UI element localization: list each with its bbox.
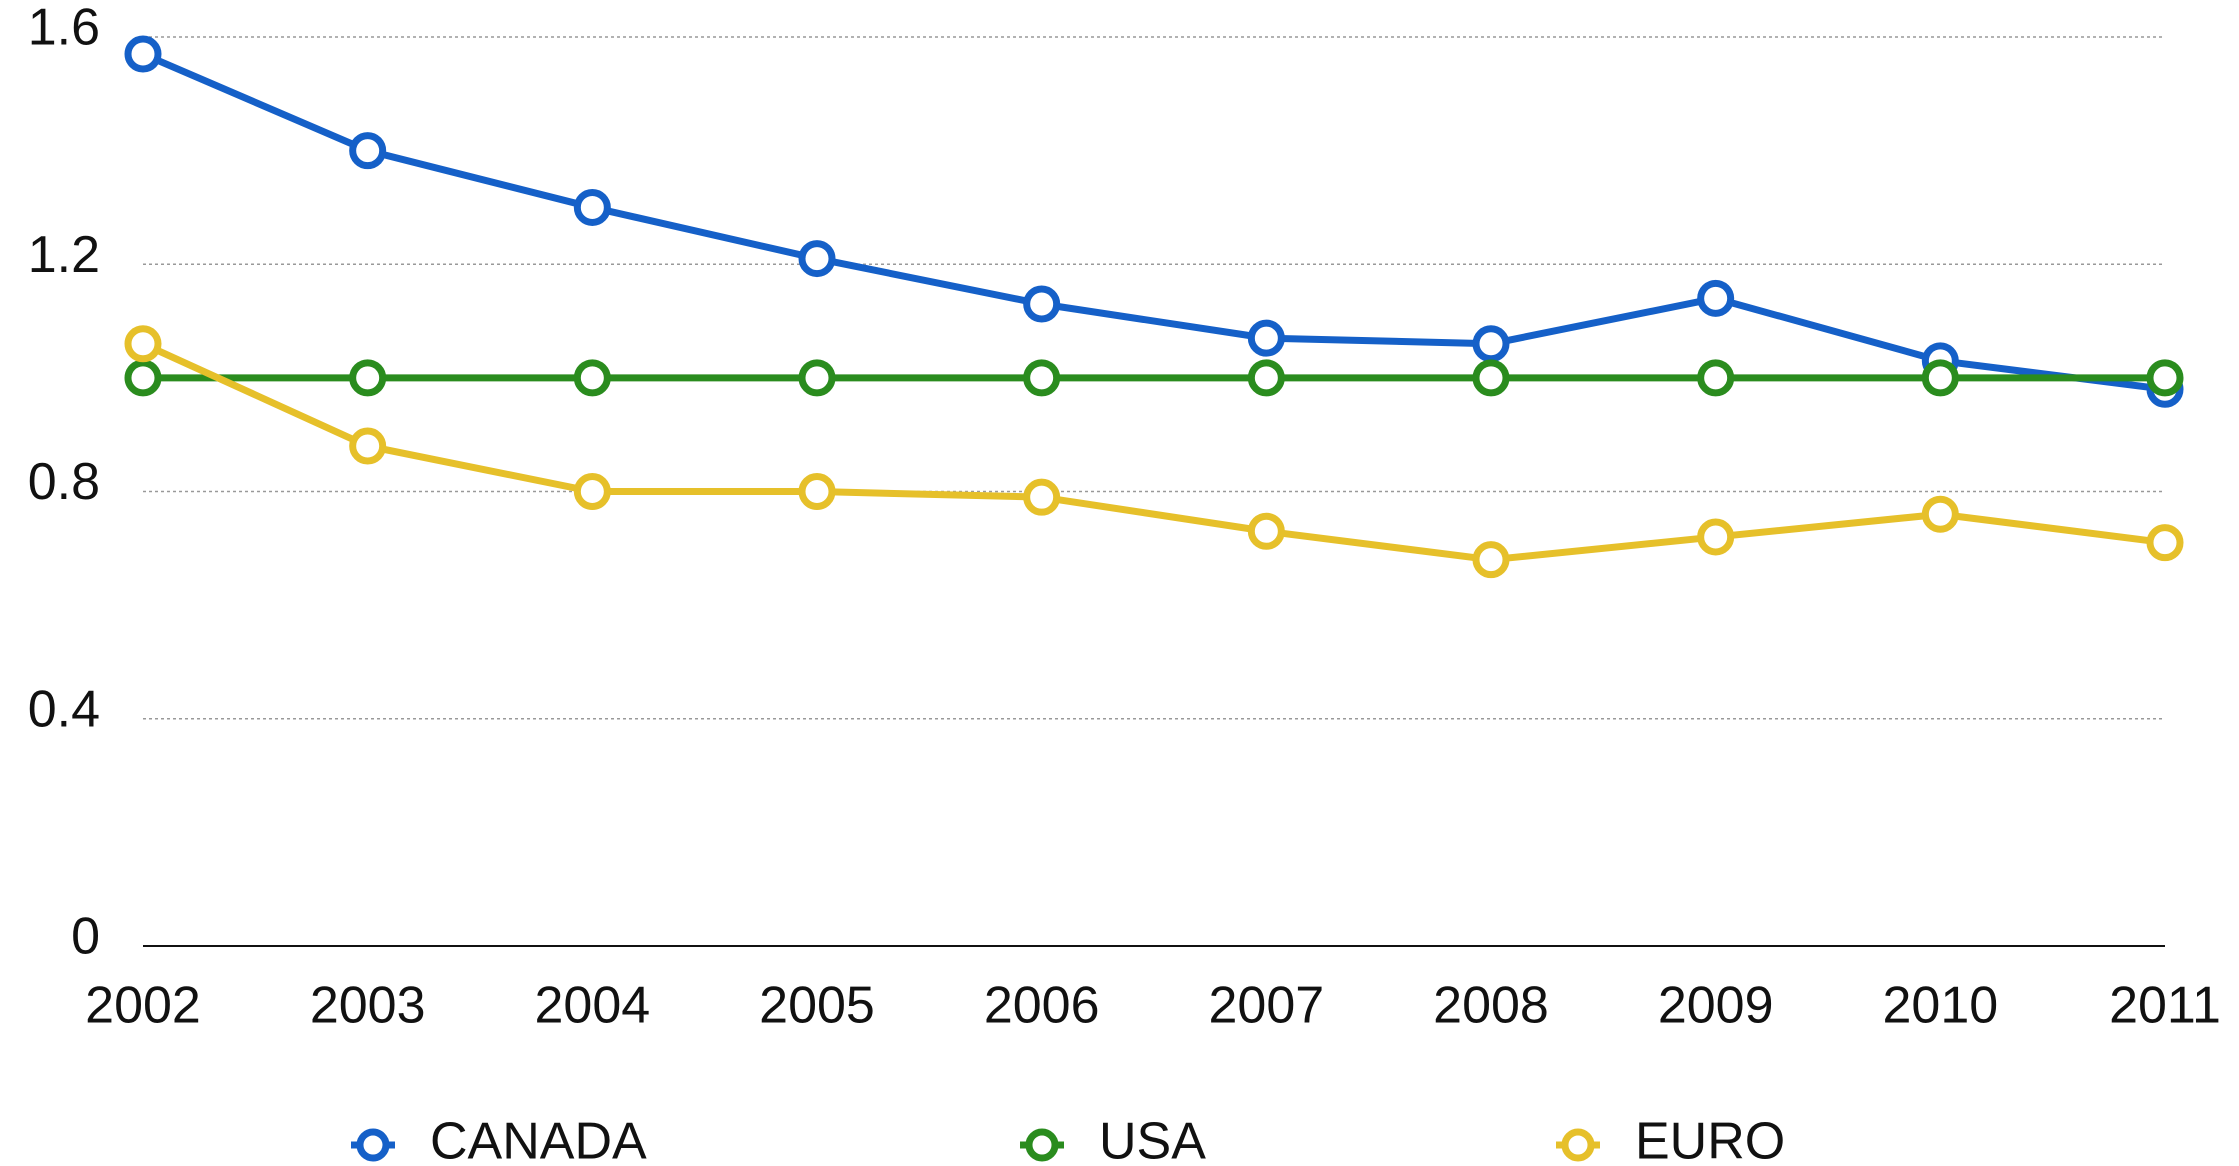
point [1472, 541, 1510, 579]
y-tick-label: 1.2 [28, 226, 100, 284]
point [798, 240, 836, 278]
y-tick-label: 0 [71, 908, 100, 966]
x-tick-label: 2005 [759, 977, 875, 1035]
point [1247, 512, 1285, 550]
x-tick-label: 2009 [1658, 977, 1774, 1035]
x-tick-label: 2010 [1882, 977, 1998, 1035]
point [573, 473, 611, 510]
x-tick-label: 2007 [1208, 977, 1324, 1035]
point [124, 325, 162, 363]
point [1247, 319, 1285, 357]
x-tick-label: 2003 [310, 977, 426, 1035]
point [1921, 495, 1959, 533]
x-tick-label: 2006 [984, 977, 1100, 1035]
legend-swatch [356, 1128, 390, 1162]
point [1697, 359, 1735, 397]
legend-label: EURO [1635, 1113, 1785, 1166]
point [798, 359, 836, 397]
legend-swatch [1561, 1128, 1595, 1162]
point [1247, 359, 1285, 397]
legend-label: USA [1099, 1113, 1206, 1166]
x-tick-label: 2002 [85, 977, 201, 1035]
point [124, 359, 162, 397]
point [1023, 478, 1061, 516]
x-tick-label: 2011 [2109, 977, 2221, 1035]
y-tick-label: 0.4 [28, 680, 100, 738]
point [1472, 359, 1510, 397]
point [349, 132, 387, 170]
point [2146, 359, 2184, 397]
x-tick-label: 2008 [1433, 977, 1549, 1035]
y-tick-label: 1.6 [28, 0, 100, 57]
legend-swatch [1025, 1128, 1059, 1162]
y-tick-label: 0.8 [28, 453, 100, 511]
point [124, 35, 162, 73]
point [349, 427, 387, 465]
legend-label: CANADA [430, 1113, 647, 1166]
point [2146, 524, 2184, 562]
point [573, 188, 611, 226]
point [1472, 325, 1510, 363]
point [1023, 359, 1061, 397]
point [1697, 279, 1735, 317]
point [1023, 285, 1061, 323]
point [1921, 359, 1959, 397]
point [573, 359, 611, 397]
point [798, 473, 836, 510]
x-tick-label: 2004 [534, 977, 650, 1035]
series-line [141, 340, 2166, 564]
point [349, 359, 387, 397]
series-line [141, 50, 2166, 393]
point [1697, 518, 1735, 556]
